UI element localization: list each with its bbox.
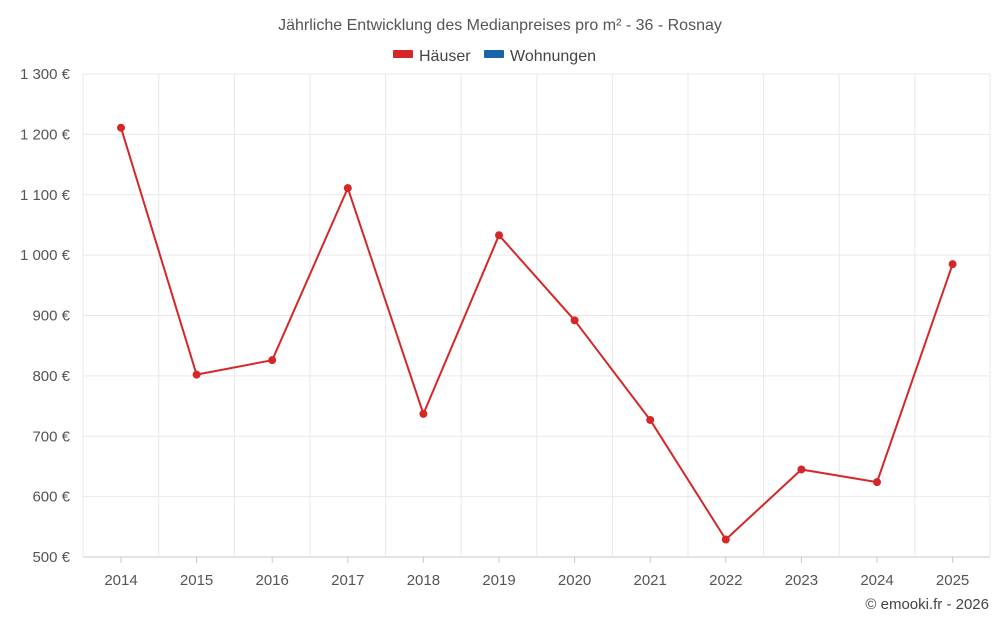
legend-item-wohnungen[interactable]: Wohnungen — [484, 48, 596, 65]
series-line-h-user — [120, 127, 954, 541]
y-tick-label: 1 200 € — [20, 126, 71, 143]
data-point[interactable]: 2015: 802 — [192, 370, 201, 379]
data-point[interactable]: 2020: 892 — [570, 316, 579, 325]
y-tick-label: 800 € — [32, 368, 70, 385]
y-tick-label: 900 € — [32, 308, 70, 325]
x-axis: 2014 2015 2016 2017 2018 2019 2020 2021 2022 2023… — [104, 557, 969, 589]
x-tick-label: 2014 — [104, 572, 137, 589]
y-tick-label: 1 000 € — [20, 247, 71, 264]
x-tick-label: 2020 — [558, 572, 591, 589]
x-tick-label: 2015 — [180, 572, 213, 589]
data-point[interactable]: 2025: 985 — [948, 260, 957, 269]
series-layer: 2014: 1211 2015: 802 2016: 826 2017: 1111 20… — [117, 123, 957, 544]
x-tick-label: 2018 — [407, 572, 440, 589]
x-tick-label: 2025 — [936, 572, 969, 589]
legend: Häuser Wohnungen — [393, 48, 596, 65]
x-tick-label: 2021 — [634, 572, 667, 589]
legend-item-haeuser[interactable]: Häuser — [393, 48, 471, 65]
legend-label-haeuser: Häuser — [419, 48, 471, 65]
data-point[interactable]: 2019: 1033 — [495, 231, 503, 240]
data-point[interactable]: 2016: 826 — [268, 356, 277, 365]
data-point[interactable]: 2018: 737 — [419, 409, 428, 418]
grid — [82, 73, 991, 558]
y-tick-label: 500 € — [32, 549, 70, 566]
y-axis: 500 € 600 € 700 € 800 € 900 € 1 000 € 1 100 € 1… — [20, 66, 71, 566]
data-point[interactable]: 2024: 624 — [873, 478, 881, 487]
credit-text: © emooki.fr - 2026 — [865, 596, 989, 613]
y-tick-label: 600 € — [32, 489, 70, 506]
y-tick-label: 1 300 € — [20, 66, 71, 83]
legend-swatch-haeuser — [393, 50, 413, 58]
data-point[interactable]: 2021: 727 — [646, 415, 655, 424]
chart-title: Jährliche Entwicklung des Medianpreises … — [278, 17, 722, 34]
data-point[interactable]: 2014: 1211 — [117, 123, 125, 132]
y-tick-label: 1 100 € — [20, 187, 71, 204]
x-tick-label: 2024 — [860, 572, 893, 589]
x-tick-label: 2016 — [256, 572, 289, 589]
legend-label-wohnungen: Wohnungen — [510, 48, 596, 65]
x-tick-label: 2019 — [482, 572, 515, 589]
y-tick-label: 700 € — [32, 428, 70, 445]
legend-swatch-wohnungen — [484, 50, 504, 58]
data-point[interactable]: 2022: 529 — [721, 535, 730, 544]
x-tick-label: 2023 — [785, 572, 818, 589]
x-tick-label: 2017 — [331, 572, 364, 589]
data-point[interactable]: 2023: 645 — [797, 465, 806, 474]
data-point[interactable]: 2017: 1111 — [343, 184, 352, 193]
x-tick-label: 2022 — [709, 572, 742, 589]
